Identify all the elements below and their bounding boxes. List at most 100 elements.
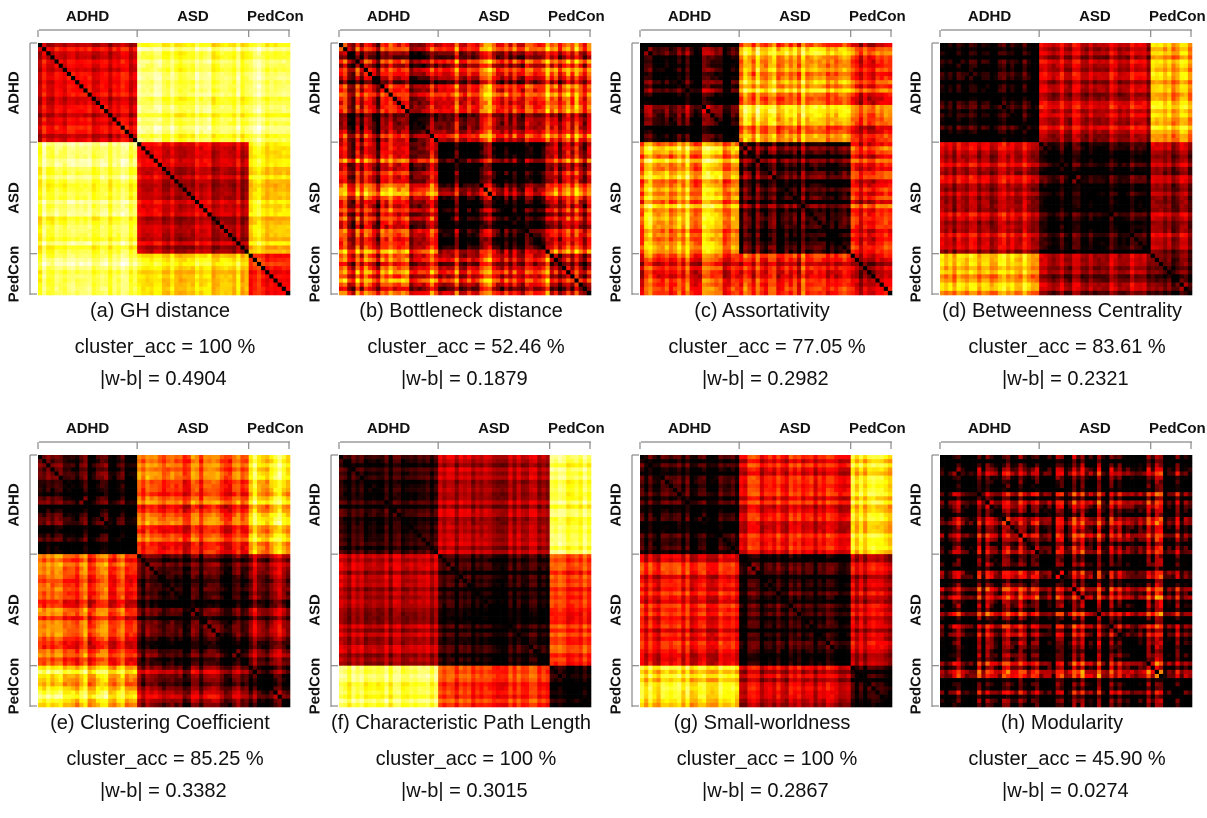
heatmap-cell <box>128 286 134 292</box>
heatmap-cell <box>508 51 513 56</box>
heatmap-cell <box>215 80 221 85</box>
heatmap-cell <box>161 204 167 209</box>
heatmap-cell <box>116 59 121 64</box>
heatmap-cell <box>281 191 287 197</box>
heatmap-cell <box>186 51 192 56</box>
heatmap-cell <box>244 47 249 52</box>
heatmap-cell <box>388 51 393 56</box>
heatmap-cell <box>471 51 476 56</box>
heatmap-cell <box>396 84 402 89</box>
heatmap-cell <box>524 59 530 64</box>
heatmap-cell <box>194 187 200 193</box>
heatmap-cell <box>124 261 130 267</box>
heatmap-cell <box>281 266 287 271</box>
heatmap-cell <box>508 117 513 122</box>
heatmap-cell <box>388 59 393 64</box>
heatmap-cell <box>252 175 258 180</box>
heatmap-cell <box>450 125 455 131</box>
heatmap-cell <box>256 113 262 118</box>
heatmap-cell <box>438 84 443 89</box>
heatmap-cell <box>42 290 47 296</box>
heatmap-cell <box>54 282 59 288</box>
heatmap-cell <box>405 71 410 77</box>
heatmap-cell <box>174 266 179 271</box>
heatmap-cell <box>524 100 530 106</box>
heatmap-cell <box>232 204 237 209</box>
heatmap-cell <box>219 270 225 275</box>
heatmap-cell <box>161 187 167 193</box>
heatmap-cell <box>194 216 200 221</box>
heatmap-cell <box>153 121 159 126</box>
heatmap-cell <box>137 47 142 52</box>
heatmap-cell <box>545 113 550 118</box>
heatmap-cell <box>252 290 258 296</box>
heatmap-cell <box>434 84 439 89</box>
heatmap-cell <box>170 274 175 279</box>
heatmap-cell <box>578 43 584 48</box>
heatmap-cell <box>566 47 571 52</box>
heatmap-cell <box>112 55 117 60</box>
heatmap-cell <box>137 154 142 159</box>
heatmap-cell <box>133 129 138 135</box>
heatmap-cell <box>199 199 204 205</box>
heatmap-cell <box>157 166 163 172</box>
heatmap-cell <box>261 133 266 139</box>
heatmap-cell <box>46 199 51 205</box>
heatmap-cell <box>508 109 513 114</box>
heatmap-cell <box>116 51 121 56</box>
heatmap-cell <box>252 237 258 242</box>
heatmap-cell <box>186 158 192 164</box>
heatmap-cell <box>400 59 406 64</box>
heatmap-cell <box>58 204 64 209</box>
heatmap-cell <box>58 270 64 275</box>
heatmap-cell <box>223 96 229 102</box>
heatmap-cell <box>120 100 126 106</box>
heatmap-cell <box>178 212 183 217</box>
heatmap-cell <box>248 233 254 238</box>
heatmap-cell <box>545 104 550 110</box>
heatmap-cell <box>153 266 159 271</box>
heatmap-cell <box>95 187 101 193</box>
heatmap-cell <box>219 171 225 176</box>
heatmap-cell <box>429 51 435 56</box>
heatmap-cell <box>66 195 72 201</box>
heatmap-cell <box>256 179 262 184</box>
heatmap-cell <box>500 117 505 122</box>
heatmap-cell <box>79 249 84 254</box>
heatmap-cell <box>467 113 472 118</box>
heatmap-cell <box>215 154 221 159</box>
heatmap-cell <box>157 121 163 126</box>
heatmap-cell <box>343 109 348 114</box>
heatmap-cell <box>133 212 138 217</box>
heatmap-cell <box>95 290 101 296</box>
heatmap-cell <box>244 162 249 168</box>
heatmap-cell <box>108 100 113 106</box>
heatmap-cell <box>128 117 134 122</box>
heatmap-cell <box>252 125 258 131</box>
heatmap-cell <box>487 92 493 97</box>
heatmap-cell <box>351 67 356 73</box>
heatmap-cell <box>273 179 278 184</box>
heatmap-cell <box>483 47 489 52</box>
heatmap-cell <box>141 237 146 242</box>
heatmap-cell <box>83 253 88 259</box>
heatmap-cell <box>396 76 402 81</box>
heatmap-cell <box>91 286 97 292</box>
heatmap-cell <box>54 100 59 106</box>
heatmap-cell <box>112 195 117 201</box>
heatmap-cell <box>153 224 159 230</box>
heatmap-cell <box>153 150 159 155</box>
heatmap-cell <box>54 253 59 259</box>
heatmap-cell <box>199 84 204 89</box>
heatmap-cell <box>75 125 80 131</box>
heatmap-cell <box>392 104 398 110</box>
heatmap-cell <box>223 245 229 250</box>
heatmap-cell <box>42 183 47 188</box>
heatmap-cell <box>112 208 117 213</box>
heatmap-cell <box>203 88 208 93</box>
heatmap-cell <box>54 63 59 69</box>
heatmap-cell <box>75 92 80 97</box>
heatmap-cell <box>388 47 393 52</box>
heatmap-cell <box>553 88 559 93</box>
heatmap-cell <box>207 166 212 172</box>
